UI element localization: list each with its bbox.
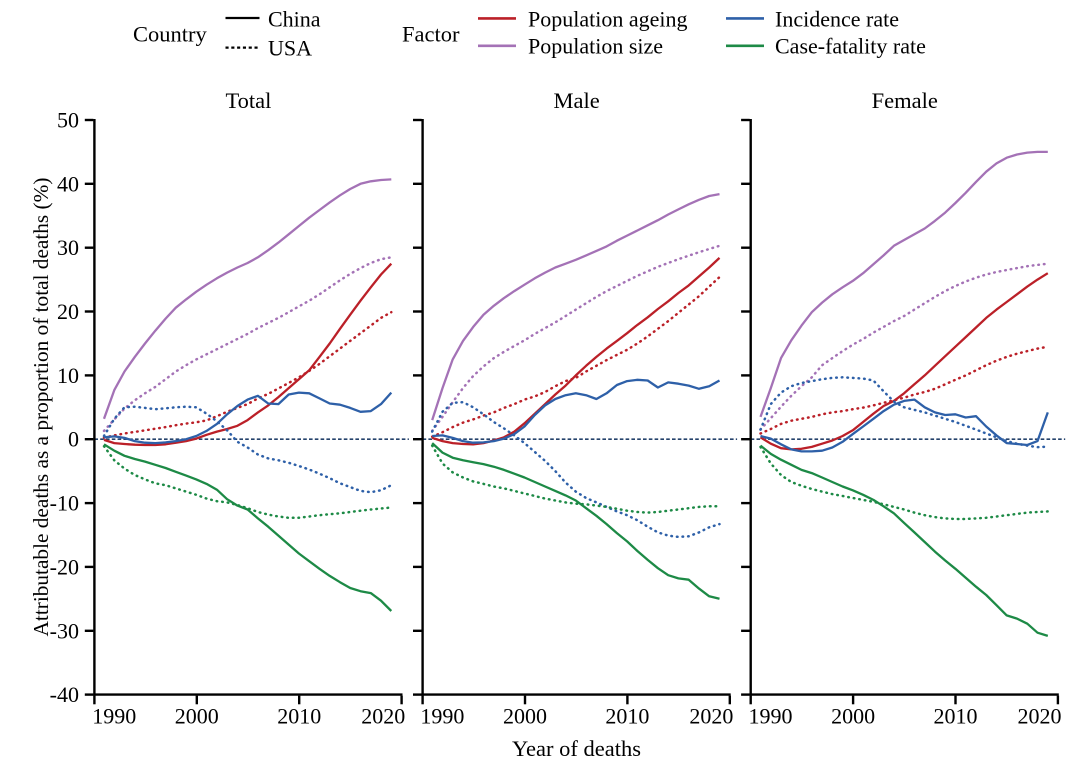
- svg-text:Country: Country: [133, 22, 208, 47]
- svg-text:Total: Total: [225, 88, 271, 113]
- svg-text:2020: 2020: [361, 704, 405, 729]
- svg-text:China: China: [268, 7, 321, 32]
- svg-text:20: 20: [57, 299, 79, 324]
- svg-text:30: 30: [57, 235, 79, 260]
- svg-text:Population ageing: Population ageing: [528, 6, 687, 31]
- svg-text:2010: 2010: [605, 704, 649, 729]
- svg-text:0: 0: [68, 427, 79, 452]
- svg-text:2020: 2020: [1018, 704, 1062, 729]
- svg-text:USA: USA: [268, 36, 312, 61]
- svg-text:Incidence rate: Incidence rate: [775, 6, 899, 31]
- svg-text:-20: -20: [50, 554, 79, 579]
- svg-text:2000: 2000: [175, 704, 219, 729]
- svg-text:Factor: Factor: [402, 22, 460, 47]
- svg-text:-30: -30: [50, 618, 79, 643]
- svg-text:Female: Female: [872, 88, 938, 113]
- svg-text:10: 10: [57, 363, 79, 388]
- svg-text:2000: 2000: [503, 704, 547, 729]
- svg-text:-10: -10: [50, 491, 79, 516]
- svg-text:1990: 1990: [749, 704, 793, 729]
- svg-text:1990: 1990: [92, 704, 136, 729]
- svg-text:50: 50: [57, 108, 79, 133]
- svg-text:-40: -40: [50, 682, 79, 707]
- svg-text:2020: 2020: [689, 704, 733, 729]
- svg-text:2000: 2000: [831, 704, 875, 729]
- svg-text:Male: Male: [553, 88, 599, 113]
- svg-text:Attributable deaths as a propo: Attributable deaths as a proportion of t…: [29, 178, 53, 637]
- svg-text:Population size: Population size: [528, 34, 663, 59]
- svg-text:1990: 1990: [420, 704, 464, 729]
- svg-text:Year of deaths: Year of deaths: [512, 736, 641, 761]
- svg-text:2010: 2010: [934, 704, 978, 729]
- svg-text:40: 40: [57, 171, 79, 196]
- svg-text:2010: 2010: [277, 704, 321, 729]
- svg-text:Case-fatality rate: Case-fatality rate: [775, 34, 926, 59]
